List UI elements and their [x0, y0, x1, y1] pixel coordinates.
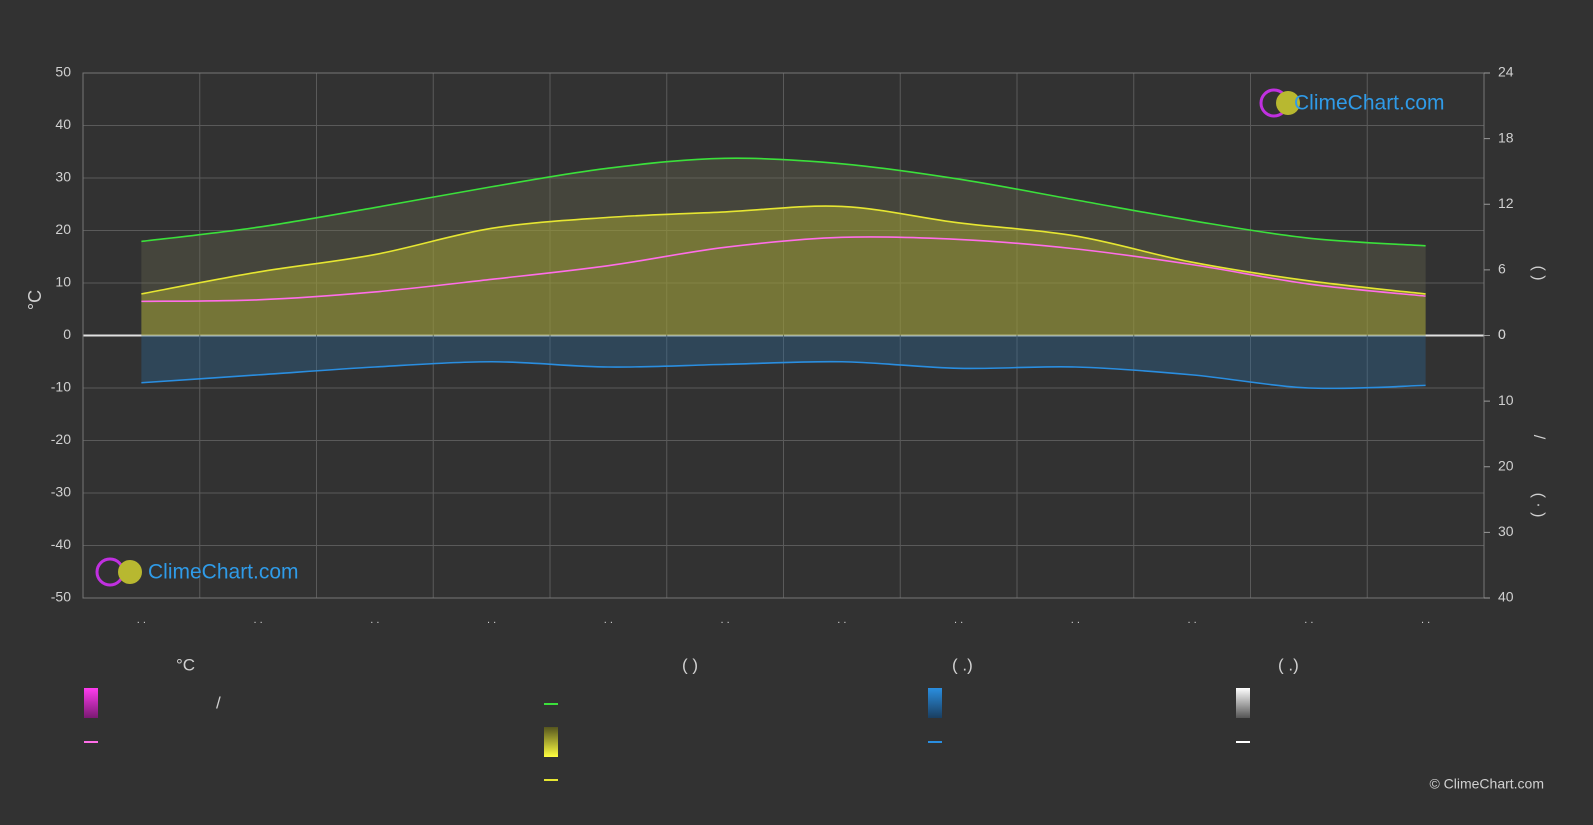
y2-tick-label: 0 [1498, 326, 1506, 342]
legend-swatch [1236, 688, 1250, 718]
y-tick-label: 20 [55, 221, 71, 237]
copyright: © ClimeChart.com [1429, 776, 1544, 792]
x-tick-label: . . [487, 614, 496, 626]
x-tick-label: . . [137, 614, 146, 626]
logo-sun [1276, 91, 1300, 115]
x-tick-label: . . [370, 614, 379, 626]
legend-header: ( ) [682, 655, 698, 674]
line [141, 236, 1426, 303]
y2-axis-label: ( · ) [1530, 493, 1547, 518]
watermark-text: ClimeChart.com [148, 561, 299, 584]
legend-swatch [84, 688, 98, 718]
line [141, 157, 1426, 247]
y-tick-label: -30 [51, 484, 71, 500]
y2-tick-label: 0 [1498, 326, 1506, 342]
x-tick-label: . . [1071, 614, 1080, 626]
y2-tick-label: 18 [1498, 129, 1514, 145]
legend-swatch [544, 727, 558, 757]
x-tick-label: . . [1188, 614, 1197, 626]
y-tick-label: -40 [51, 536, 71, 552]
watermark-top: ClimeChart.com [1259, 88, 1445, 118]
y2-tick-label: 40 [1498, 589, 1514, 605]
watermark-text: ClimeChart.com [1294, 92, 1445, 115]
y2-tick-label: 30 [1498, 523, 1514, 539]
x-tick-label: . . [1421, 614, 1430, 626]
x-tick-label: . . [721, 614, 730, 626]
y-tick-label: -50 [51, 589, 71, 605]
y-tick-label: -10 [51, 379, 71, 395]
legend-header: ( .) [1278, 655, 1299, 674]
watermark-bottom: ClimeChart.com [95, 557, 299, 587]
x-tick-label: . . [954, 614, 963, 626]
area [141, 206, 1426, 336]
y2-tick-label: 12 [1498, 195, 1514, 211]
legend-item: / [216, 693, 221, 712]
y-tick-label: 30 [55, 169, 71, 185]
y-tick-label: -20 [51, 431, 71, 447]
y2-tick-label: 24 [1498, 64, 1514, 80]
y2-axis-label: ( ) [1530, 265, 1547, 280]
x-tick-label: . . [604, 614, 613, 626]
line [141, 360, 1426, 390]
legend-swatch [928, 688, 942, 718]
x-tick-label: . . [254, 614, 263, 626]
legend-header: ( .) [952, 655, 973, 674]
legend-header: °C [176, 655, 195, 674]
y-tick-label: 0 [63, 326, 71, 342]
y2-tick-label: 20 [1498, 457, 1514, 473]
x-tick-label: . . [837, 614, 846, 626]
line [141, 205, 1426, 295]
y2-axis-label: / [1530, 435, 1547, 440]
y2-tick-label: 10 [1498, 392, 1514, 408]
y-tick-label: 40 [55, 116, 71, 132]
x-tick-label: . . [1304, 614, 1313, 626]
plot [82, 72, 1485, 599]
y-tick-label: 50 [55, 64, 71, 80]
y2-tick-label: 6 [1498, 261, 1506, 277]
y-axis-label: °C [25, 290, 45, 310]
y-tick-label: 10 [55, 274, 71, 290]
area [141, 158, 1426, 336]
logo-sun [118, 560, 142, 584]
